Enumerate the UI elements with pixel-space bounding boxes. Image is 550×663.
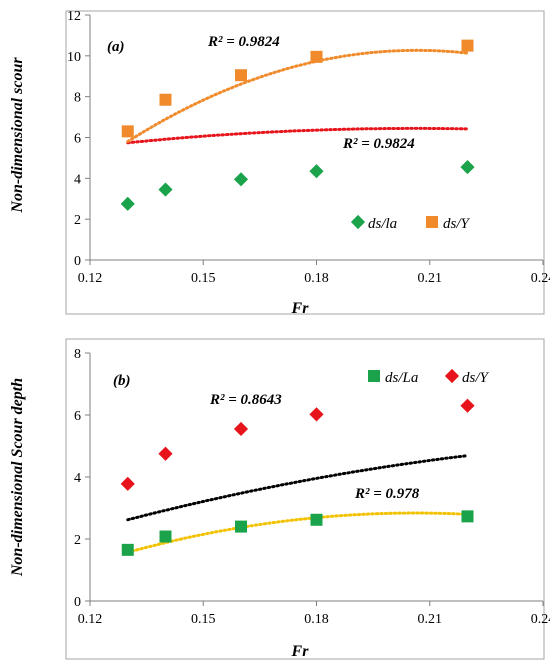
x-tick-label: 0.24 bbox=[531, 612, 550, 627]
data-point-ds-la bbox=[460, 160, 475, 175]
y-tick-label: 0 bbox=[74, 595, 81, 610]
panel-b-border bbox=[65, 338, 545, 660]
trendline-ds-Y bbox=[126, 48, 469, 143]
trendline-ds-Y bbox=[126, 454, 469, 522]
data-point-ds-La bbox=[235, 520, 247, 533]
panel-a-r2-label-dsla: R² = 0.9824 bbox=[342, 136, 415, 152]
data-point-ds-Y bbox=[121, 125, 134, 138]
y-tick-label: 4 bbox=[74, 172, 81, 187]
y-tick-label: 2 bbox=[74, 533, 81, 548]
data-point-ds-la bbox=[120, 196, 135, 211]
x-tick-label: 0.18 bbox=[304, 612, 329, 627]
y-tick-label: 6 bbox=[74, 132, 81, 147]
panel-a: 0.12 0.15 0.18 0.21 0.24 0 2 4 6 8 10 12 (a) Fr Non… bbox=[9, 9, 550, 317]
x-tick-label: 0.12 bbox=[78, 271, 103, 286]
data-point-ds-Y bbox=[120, 476, 135, 491]
data-point-ds-Y bbox=[461, 39, 474, 52]
x-tick-label: 0.18 bbox=[304, 271, 329, 286]
y-tick-label: 2 bbox=[74, 213, 81, 228]
legend-label-dsLa: ds/La bbox=[385, 370, 418, 386]
x-tick-label: 0.15 bbox=[191, 271, 216, 286]
panel-a-border bbox=[65, 10, 545, 315]
legend-marker-diamond-icon bbox=[350, 214, 366, 230]
y-tick-label: 8 bbox=[74, 91, 81, 106]
data-point-ds-la bbox=[158, 182, 173, 197]
panel-a-label: (a) bbox=[107, 39, 125, 55]
y-tick-label: 8 bbox=[74, 347, 81, 362]
legend-label-dsY: ds/Y bbox=[443, 216, 471, 232]
data-point-ds-la bbox=[233, 172, 249, 187]
panel-a-r2-label-dsY: R² = 0.9824 bbox=[207, 34, 280, 50]
panel-a-y-axis-label: Non-dimensional scour bbox=[9, 57, 26, 214]
x-tick-label: 0.12 bbox=[78, 612, 103, 627]
legend-marker-square-icon bbox=[368, 370, 380, 382]
legend-label-dsla: ds/la bbox=[368, 216, 397, 232]
x-tick-label: 0.15 bbox=[191, 612, 216, 627]
panel-b-r2-label-dsY: R² = 0.8643 bbox=[209, 392, 282, 408]
data-point-ds-La bbox=[461, 510, 474, 523]
panel-a-x-axis-label: Fr bbox=[291, 300, 310, 317]
panel-b-y-axis-label: Non-dimensional Scour depth bbox=[9, 378, 26, 577]
panel-b-x-axis-label: Fr bbox=[291, 643, 310, 660]
legend-marker-square-icon bbox=[426, 216, 438, 228]
data-point-ds-La bbox=[159, 530, 172, 543]
data-point-ds-la bbox=[309, 164, 324, 179]
trendline-ds-La bbox=[126, 511, 469, 554]
x-tick-label: 0.21 bbox=[418, 271, 443, 286]
panel-b-plot-area: 0.12 0.15 0.18 0.21 0.24 0 2 4 6 8 bbox=[74, 347, 550, 627]
x-tick-label: 0.24 bbox=[531, 271, 550, 286]
data-point-ds-Y bbox=[158, 446, 173, 461]
data-point-ds-Y bbox=[460, 398, 475, 413]
data-point-ds-La bbox=[310, 513, 323, 526]
panel-a-legend: ds/la ds/Y bbox=[350, 214, 471, 232]
y-tick-label: 0 bbox=[74, 254, 81, 269]
data-point-ds-Y bbox=[233, 421, 249, 437]
panel-b-label: (b) bbox=[113, 373, 131, 389]
panel-a-plot-area: 0.12 0.15 0.18 0.21 0.24 0 2 4 6 8 10 12 bbox=[67, 9, 550, 286]
x-tick-label: 0.21 bbox=[418, 612, 443, 627]
data-point-ds-La bbox=[121, 543, 134, 556]
legend-marker-diamond-icon bbox=[444, 368, 460, 384]
data-point-ds-Y bbox=[309, 407, 324, 422]
legend-label-dsY: ds/Y bbox=[462, 370, 490, 386]
data-point-ds-Y bbox=[159, 93, 172, 106]
y-tick-label: 6 bbox=[74, 409, 81, 424]
data-point-ds-Y bbox=[310, 50, 323, 63]
trendline-ds-la bbox=[126, 126, 469, 145]
data-point-ds-Y bbox=[235, 69, 247, 82]
y-tick-label: 10 bbox=[67, 50, 81, 65]
panel-b-legend: ds/La ds/Y bbox=[368, 368, 490, 386]
y-tick-label: 4 bbox=[74, 471, 81, 486]
y-tick-label: 12 bbox=[67, 9, 81, 24]
panel-b: 0.12 0.15 0.18 0.21 0.24 0 2 4 6 8 (b) Fr Non-dim… bbox=[9, 338, 550, 660]
panel-b-r2-label-dsLa: R² = 0.978 bbox=[354, 486, 420, 502]
